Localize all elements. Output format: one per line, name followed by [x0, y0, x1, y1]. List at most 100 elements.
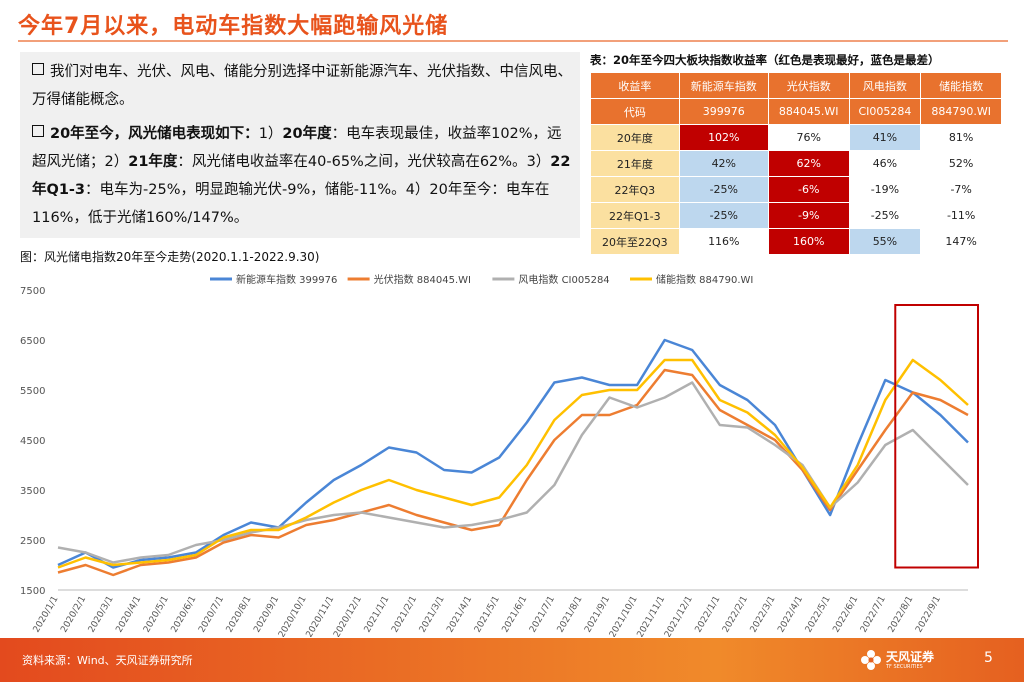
x-tick-label: 2021/9/1 [583, 595, 612, 635]
x-tick-label: 2022/3/1 [749, 595, 778, 635]
x-tick-label: 2021/5/1 [473, 595, 502, 635]
bullet-2-p4: 4）20年至今：电车在116%，低于光储160%/147%。 [32, 182, 550, 226]
series-line-0 [57, 338, 969, 569]
logo-subtext: TF SECURITIES [886, 664, 923, 670]
value-cell: 62% [767, 150, 850, 177]
bullet-2-t2: ：风光储电收益率在40-65%之间，光伏较高在62%。 [177, 154, 527, 170]
row-label: 22年Q1-3 [590, 202, 680, 229]
table-row: 20年至22Q3 116% 160% 55% 147% [590, 228, 1002, 255]
series-line-2 [57, 381, 969, 564]
value-cell: 76% [767, 124, 850, 151]
code-cell: 884045.WI [767, 98, 850, 125]
x-tick-label: 2020/5/1 [142, 595, 171, 635]
table-row: 20年度 102% 76% 41% 81% [590, 124, 1002, 151]
x-tick-label: 2022/4/1 [776, 595, 805, 635]
legend-label: 风电指数 CI005284 [518, 273, 609, 286]
flower-logo-icon [861, 650, 881, 670]
value-cell: 147% [920, 228, 1002, 255]
x-tick-label: 2020/7/1 [197, 595, 226, 635]
row-label: 20年至22Q3 [590, 228, 680, 255]
header-cell: 光伏指数 [767, 72, 850, 99]
value-cell: -6% [767, 176, 850, 203]
x-tick-label: 2021/3/1 [418, 595, 447, 635]
header-cell: 储能指数 [920, 72, 1002, 99]
bullet-2-t3: ：电车为-25%，明显跑输光伏-9%，储能-11%。 [85, 182, 406, 198]
footer-source: 资料来源：Wind、天风证券研究所 [22, 654, 193, 667]
title-divider [18, 40, 1008, 42]
x-tick-label: 2020/11/1 [305, 595, 337, 638]
company-logo: 天风证券 TF SECURITIES [860, 646, 940, 676]
x-tick-label: 2020/2/1 [59, 595, 88, 635]
value-cell: -11% [920, 202, 1002, 229]
value-cell: 52% [920, 150, 1002, 177]
highlight-box [894, 304, 979, 569]
x-tick-label: 2020/12/1 [332, 595, 364, 638]
series-line-3 [57, 358, 969, 569]
x-tick-label: 2021/7/1 [528, 595, 557, 635]
y-tick-label: 7500 [20, 286, 45, 297]
x-tick-label: 2021/6/1 [501, 595, 530, 635]
x-tick-label: 2022/8/1 [887, 595, 916, 635]
bullet-2-p2: 2） [104, 154, 129, 170]
x-tick-label: 2020/3/1 [87, 595, 116, 635]
table-code-row: 代码 399976 884045.WI CI005284 884790.WI [590, 98, 1002, 125]
page-number: 5 [984, 650, 993, 666]
x-tick-label: 2021/10/1 [608, 595, 640, 638]
value-cell: -25% [848, 202, 922, 229]
x-tick-label: 2020/10/1 [277, 595, 309, 638]
value-cell: 42% [678, 150, 769, 177]
value-cell: -19% [848, 176, 922, 203]
value-cell: 41% [848, 124, 922, 151]
bullet-2-h1: 20年度 [282, 126, 332, 142]
row-label: 22年Q3 [590, 176, 680, 203]
summary-panel: 我们对电车、光伏、风电、储能分别选择中证新能源汽车、光伏指数、中信风电、万得储能… [20, 52, 580, 238]
legend-label: 储能指数 884790.WI [656, 273, 753, 286]
code-cell: 884790.WI [920, 98, 1002, 125]
value-cell: -25% [678, 202, 769, 229]
legend-label: 光伏指数 884045.WI [374, 273, 471, 286]
x-tick-label: 2021/4/1 [445, 595, 474, 635]
x-tick-label: 2022/7/1 [859, 595, 888, 635]
row-label: 20年度 [590, 124, 680, 151]
header-cell: 风电指数 [848, 72, 922, 99]
chart-title: 图：风光储电指数20年至今走势(2020.1.1-2022.9.30) [20, 250, 320, 264]
y-tick-label: 1500 [20, 586, 45, 597]
series-line-1 [57, 368, 969, 577]
x-tick-label: 2022/9/1 [914, 595, 943, 635]
y-tick-label: 5500 [20, 386, 45, 397]
x-tick-label: 2020/6/1 [170, 595, 199, 635]
x-tick-label: 2021/12/1 [663, 595, 695, 638]
bullet-1: 我们对电车、光伏、风电、储能分别选择中证新能源汽车、光伏指数、中信风电、万得储能… [32, 58, 572, 114]
y-tick-label: 3500 [20, 486, 45, 497]
bullet-2-p1: 1） [258, 126, 283, 142]
checkbox-bullet-icon [32, 63, 44, 75]
x-tick-label: 2021/11/1 [636, 595, 668, 638]
x-tick-label: 2022/6/1 [831, 595, 860, 635]
x-tick-label: 2022/5/1 [804, 595, 833, 635]
bullet-1-text: 我们对电车、光伏、风电、储能分别选择中证新能源汽车、光伏指数、中信风电、万得储能… [32, 64, 572, 108]
x-tick-label: 2020/9/1 [252, 595, 281, 635]
value-cell: 46% [848, 150, 922, 177]
page-title: 今年7月以来，电动车指数大幅跑输风光储 [18, 14, 449, 39]
value-cell: 55% [848, 228, 922, 255]
legend-label: 新能源车指数 399976 [236, 273, 337, 286]
row-label: 21年度 [590, 150, 680, 177]
bullet-2-h2: 21年度 [128, 154, 178, 170]
bullet-2-t1: ：电车表现最佳，收益率102%，远超风光储； [32, 126, 562, 170]
x-tick-label: 2021/1/1 [363, 595, 392, 635]
bullet-2-p3: 3） [526, 154, 551, 170]
x-tick-label: 2020/8/1 [225, 595, 254, 635]
code-cell: 代码 [590, 98, 680, 125]
value-cell: 116% [678, 228, 769, 255]
value-cell: -7% [920, 176, 1002, 203]
table-title: 表：20年至今四大板块指数收益率（红色是表现最好，蓝色是最差） [590, 53, 940, 67]
x-tick-label: 2020/1/1 [32, 595, 61, 635]
table-header-row: 收益率 新能源车指数 光伏指数 风电指数 储能指数 [590, 72, 1002, 99]
value-cell: 102% [678, 124, 769, 151]
value-cell: -9% [767, 202, 850, 229]
code-cell: CI005284 [848, 98, 922, 125]
y-tick-label: 4500 [20, 436, 45, 447]
value-cell: -25% [678, 176, 769, 203]
bullet-2-h3: 22年Q1-3 [32, 154, 571, 198]
y-tick-label: 6500 [20, 336, 45, 347]
